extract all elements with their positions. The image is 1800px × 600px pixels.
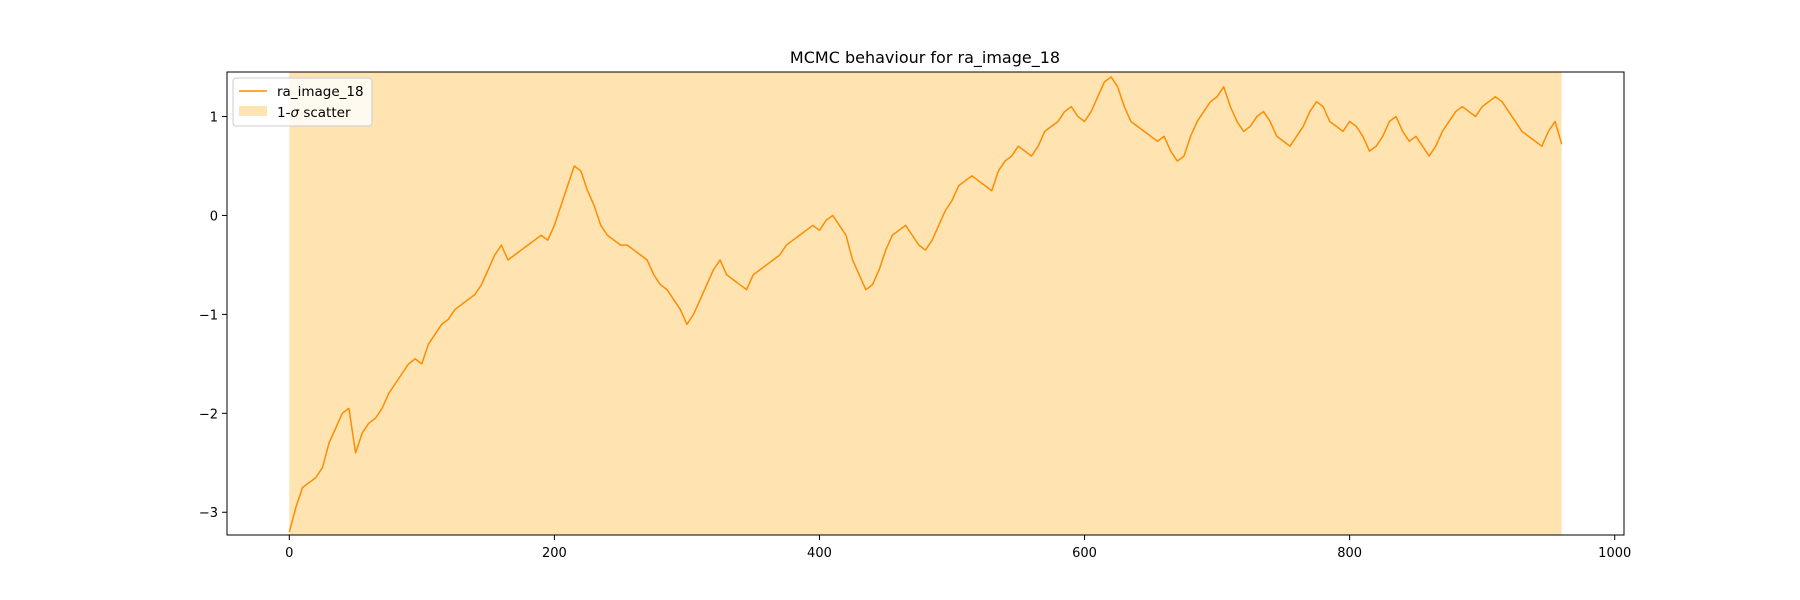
legend-band-swatch <box>239 106 267 116</box>
scatter-band <box>289 72 1562 535</box>
legend-box <box>232 77 373 127</box>
legend-label-band: 1-σ scatter <box>277 105 351 121</box>
x-tick-label: 600 <box>1072 546 1097 561</box>
y-tick-label: 0 <box>210 209 218 224</box>
y-axis: −3 −2 −1 0 1 <box>199 111 227 521</box>
x-tick-label: 200 <box>542 546 567 561</box>
y-tick-label: −1 <box>199 308 218 323</box>
x-tick-label: 1000 <box>1598 546 1631 561</box>
legend: ra_image_18 1-σ scatter <box>232 77 373 127</box>
y-tick-label: −2 <box>199 407 218 422</box>
y-tick-label: −3 <box>199 506 218 521</box>
x-tick-label: 400 <box>807 546 832 561</box>
axes-frame <box>226 71 1625 536</box>
x-axis: 0 200 400 600 800 1000 <box>285 535 1631 561</box>
series-line-ra_image_18 <box>288 76 1563 533</box>
y-tick-label: 1 <box>210 111 218 126</box>
plot-area <box>288 72 1563 535</box>
chart-title: MCMC behaviour for ra_image_18 <box>790 48 1060 68</box>
legend-label-series: ra_image_18 <box>277 84 364 100</box>
x-tick-label: 800 <box>1337 546 1362 561</box>
x-tick-label: 0 <box>285 546 293 561</box>
